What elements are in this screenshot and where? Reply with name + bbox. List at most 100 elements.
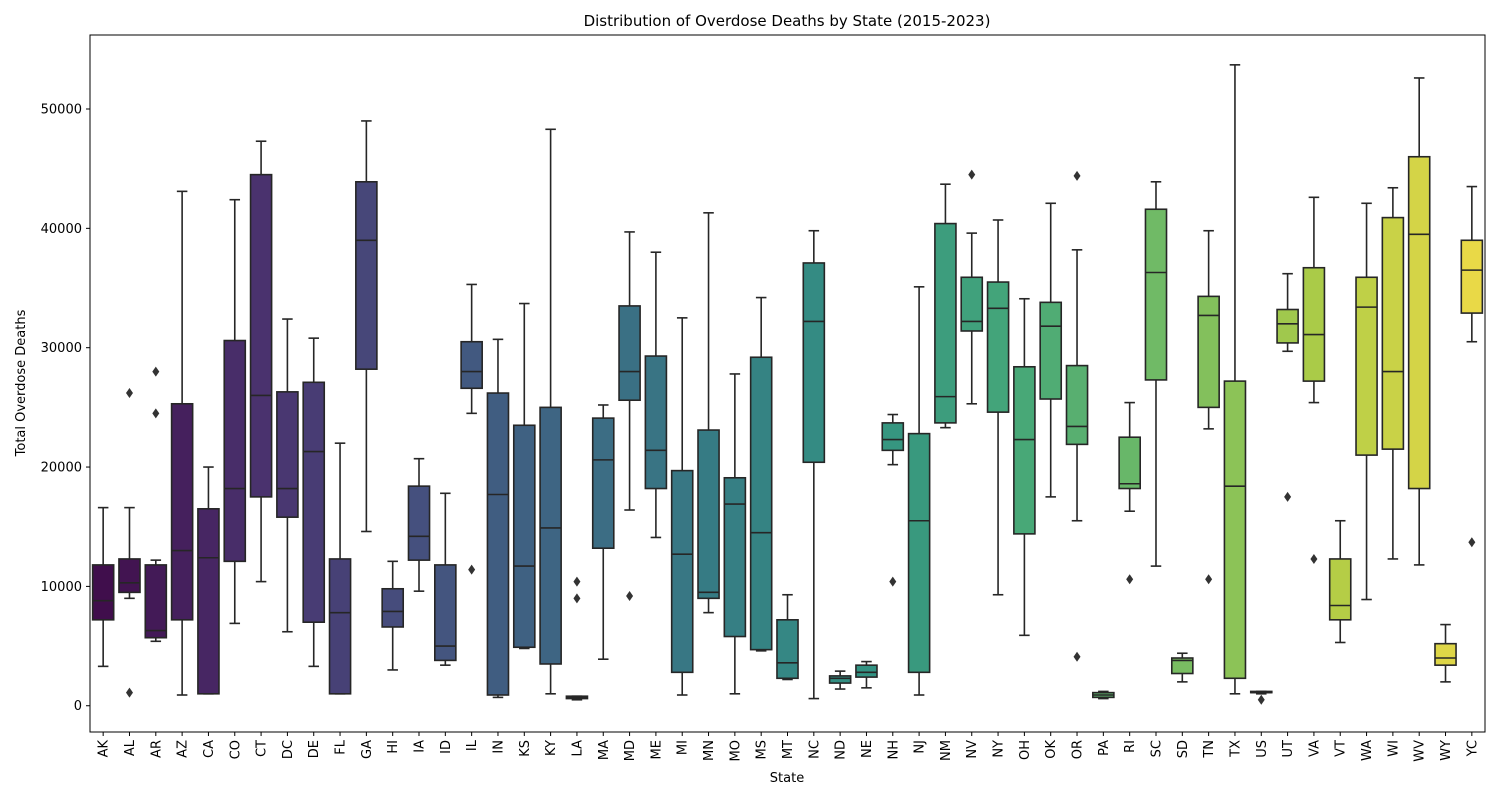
box-iqr-NV	[960, 276, 984, 332]
box-iqr-WI	[1381, 216, 1405, 450]
x-tick-label-YC: YC	[1465, 740, 1480, 757]
x-tick-label-CT: CT	[255, 740, 270, 757]
box-VA	[1302, 196, 1326, 564]
outlier-UT-0	[1284, 491, 1292, 502]
box-CO	[223, 198, 247, 625]
boxes-layer	[91, 64, 1484, 705]
y-tick-label-50000: 50000	[41, 102, 82, 117]
x-tick-label-VT: VT	[1334, 740, 1349, 757]
box-MI	[670, 317, 694, 696]
box-iqr-KS	[512, 424, 536, 649]
box-iqr-KY	[539, 406, 562, 665]
box-iqr-YC	[1460, 239, 1484, 314]
box-ME	[644, 251, 668, 539]
box-NJ	[907, 286, 931, 696]
x-tick-label-KS: KS	[518, 740, 533, 757]
x-tick-label-MT: MT	[781, 740, 796, 759]
x-tick-label-ID: ID	[439, 740, 454, 754]
box-iqr-NE	[855, 664, 878, 678]
box-WY	[1434, 623, 1457, 683]
box-IA	[407, 457, 431, 592]
x-tick-label-WI: WI	[1386, 740, 1401, 757]
x-tick-label-OH: OH	[1018, 740, 1033, 760]
box-CA	[197, 466, 220, 695]
box-SD	[1170, 652, 1194, 683]
box-AR	[144, 366, 168, 643]
box-OH	[1013, 297, 1036, 637]
box-iqr-WV	[1407, 155, 1431, 490]
x-tick-label-MO: MO	[728, 740, 743, 761]
outlier-VA-0	[1310, 553, 1318, 564]
box-iqr-AK	[91, 564, 115, 621]
x-tick-label-ND: ND	[834, 740, 849, 760]
box-iqr-WY	[1434, 642, 1457, 666]
box-ND	[828, 670, 852, 690]
x-tick-label-MN: MN	[702, 740, 717, 761]
outlier-AR-1	[152, 408, 160, 419]
x-tick-label-IL: IL	[465, 739, 480, 751]
x-tick-label-TN: TN	[1202, 740, 1217, 759]
outlier-LA-1	[573, 593, 581, 604]
box-iqr-AL	[118, 558, 141, 594]
x-tick-label-IN: IN	[491, 740, 506, 754]
x-tick-label-NC: NC	[807, 740, 822, 759]
box-SC	[1144, 180, 1168, 567]
box-iqr-UT	[1276, 308, 1299, 344]
box-NE	[855, 660, 878, 689]
x-tick-label-WV: WV	[1413, 740, 1428, 762]
box-MD	[618, 231, 641, 601]
box-iqr-CO	[223, 339, 247, 563]
box-PA	[1092, 690, 1115, 700]
box-iqr-ME	[644, 355, 668, 490]
outlier-AL-1	[125, 687, 133, 698]
box-KS	[512, 302, 536, 650]
box-RI	[1118, 401, 1141, 585]
box-DC	[276, 318, 299, 633]
x-tick-label-PA: PA	[1097, 740, 1112, 756]
box-iqr-MT	[776, 619, 799, 680]
box-WI	[1381, 186, 1405, 560]
box-NY	[986, 219, 1010, 596]
x-tick-label-MD: MD	[623, 740, 638, 761]
y-axis: 0 10000 20000 30000 40000 50000	[41, 102, 90, 714]
x-tick-label-VA: VA	[1307, 740, 1322, 757]
box-iqr-MO	[723, 476, 747, 638]
box-CT	[249, 140, 273, 583]
x-tick-label-NY: NY	[992, 740, 1007, 758]
y-tick-label-30000: 30000	[41, 341, 82, 356]
box-iqr-HI	[381, 587, 405, 628]
x-tick-label-AZ: AZ	[176, 740, 191, 758]
box-KY	[539, 128, 562, 695]
box-TX	[1223, 64, 1247, 695]
box-iqr-ID	[434, 564, 457, 662]
x-tick-label-CA: CA	[202, 740, 217, 758]
x-tick-label-DC: DC	[281, 740, 296, 759]
x-tick-label-OR: OR	[1071, 740, 1086, 759]
box-ID	[434, 492, 457, 666]
x-tick-label-MA: MA	[597, 740, 612, 760]
box-iqr-ND	[828, 675, 852, 684]
box-iqr-VA	[1302, 266, 1326, 382]
x-tick-label-TX: TX	[1228, 740, 1243, 758]
outlier-OR-0	[1073, 170, 1081, 181]
box-iqr-NC	[802, 262, 826, 464]
box-MS	[749, 296, 773, 652]
box-OR	[1065, 170, 1089, 662]
x-tick-label-MS: MS	[755, 740, 770, 759]
x-axis-title: State	[770, 771, 804, 786]
box-iqr-NM	[934, 222, 957, 424]
box-iqr-NY	[986, 281, 1010, 413]
box-MN	[697, 212, 720, 614]
x-axis: AK AL AR AZ CA CO CT DC DE FL GA HI IA ID IL IN KS KY LA MA…	[97, 732, 1480, 762]
outlier-RI-0	[1126, 574, 1134, 585]
y-axis-title: Total Overdose Deaths	[14, 309, 29, 457]
x-tick-label-AK: AK	[97, 740, 112, 758]
box-iqr-CT	[249, 173, 273, 498]
x-tick-label-OK: OK	[1044, 740, 1059, 759]
box-LA	[565, 576, 589, 701]
outlier-NV-0	[968, 169, 976, 180]
box-IN	[486, 338, 510, 699]
outlier-LA-0	[573, 576, 581, 587]
box-MA	[591, 404, 615, 660]
